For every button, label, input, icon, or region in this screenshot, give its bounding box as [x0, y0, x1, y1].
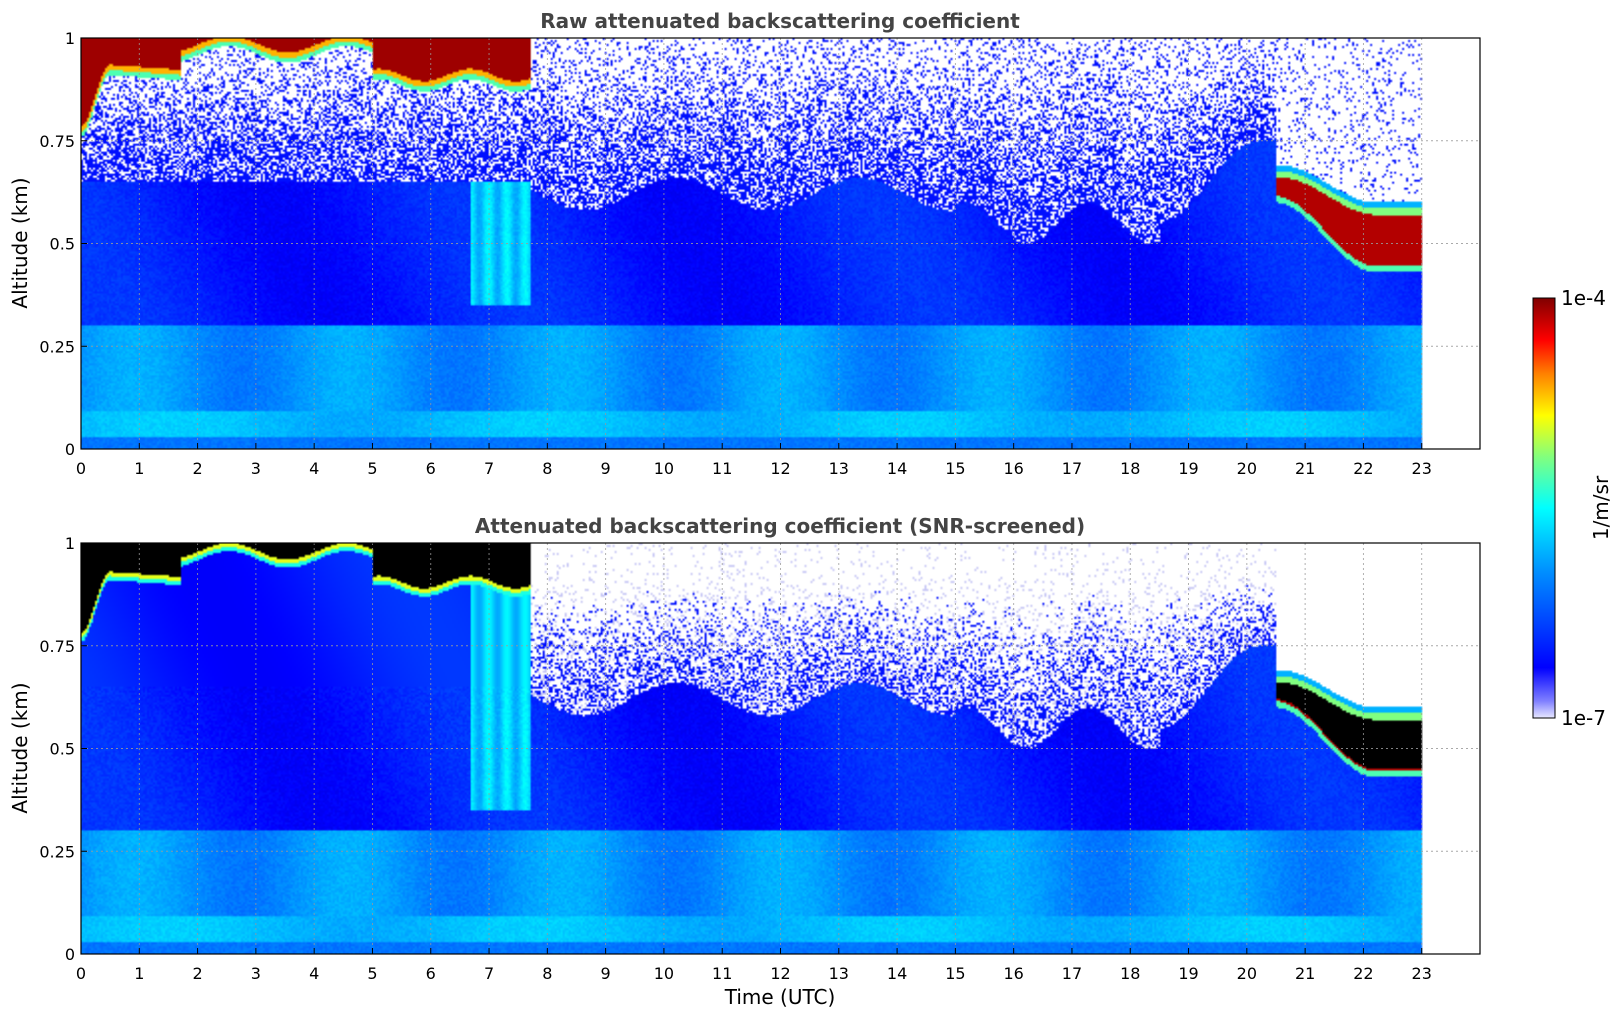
x-tick-label: 8: [542, 964, 552, 983]
x-tick-label: 18: [1120, 964, 1140, 983]
x-tick-label: 13: [829, 459, 849, 478]
grid: [81, 38, 1480, 449]
x-tick-label: 2: [192, 459, 202, 478]
x-tick-label: 0: [76, 964, 86, 983]
panel-title: Raw attenuated backscattering coefficien…: [540, 9, 1020, 33]
x-tick-label: 16: [1003, 964, 1023, 983]
y-tick-label: 0: [65, 945, 75, 964]
x-tick-label: 23: [1412, 964, 1432, 983]
y-ticks: 0 0.25 0.5 0.75 1: [39, 29, 87, 459]
y-tick-label: 0.25: [39, 842, 75, 861]
colorbar-min-label: 1e-7: [1561, 706, 1606, 730]
x-tick-label: 22: [1353, 459, 1373, 478]
x-tick-label: 20: [1237, 964, 1257, 983]
y-tick-label: 1: [65, 29, 75, 48]
x-tick-label: 9: [601, 964, 611, 983]
x-tick-label: 17: [1062, 964, 1082, 983]
x-tick-label: 17: [1062, 459, 1082, 478]
x-tick-label: 3: [251, 459, 261, 478]
x-tick-label: 1: [134, 459, 144, 478]
x-tick-label: 8: [542, 459, 552, 478]
x-tick-label: 1: [134, 964, 144, 983]
x-tick-label: 4: [309, 459, 319, 478]
x-tick-label: 19: [1178, 964, 1198, 983]
x-tick-label: 16: [1003, 459, 1023, 478]
y-tick-label: 0.75: [39, 132, 75, 151]
x-tick-label: 4: [309, 964, 319, 983]
y-tick-label: 1: [65, 534, 75, 553]
y-tick-label: 0.25: [39, 337, 75, 356]
x-tick-label: 3: [251, 964, 261, 983]
x-tick-label: 9: [601, 459, 611, 478]
x-tick-label: 5: [367, 964, 377, 983]
panel-title: Attenuated backscattering coefficient (S…: [475, 514, 1085, 538]
colorbar-unit-label: 1/m/sr: [1589, 475, 1613, 540]
x-tick-label: 2: [192, 964, 202, 983]
x-tick-label: 14: [887, 459, 907, 478]
x-tick-label: 7: [484, 964, 494, 983]
y-tick-label: 0.5: [50, 740, 75, 759]
x-tick-label: 6: [426, 459, 436, 478]
x-tick-label: 6: [426, 964, 436, 983]
x-tick-label: 13: [829, 964, 849, 983]
raw-backscatter-panel: Raw attenuated backscattering coefficien…: [8, 9, 1481, 478]
y-axis-label: Altitude (km): [8, 682, 32, 813]
colorbar-gradient: [1532, 297, 1556, 719]
snr-screened-panel: Attenuated backscattering coefficient (S…: [8, 514, 1481, 983]
x-tick-label: 19: [1178, 459, 1198, 478]
colorbar: 1e-4 1e-7 1/m/sr: [1532, 286, 1613, 730]
x-tick-label: 20: [1237, 459, 1257, 478]
x-tick-label: 11: [712, 964, 732, 983]
x-tick-label: 14: [887, 964, 907, 983]
x-tick-label: 5: [367, 459, 377, 478]
y-axis-label: Altitude (km): [8, 177, 32, 308]
colorbar-max-label: 1e-4: [1561, 286, 1606, 310]
x-tick-label: 21: [1295, 964, 1315, 983]
x-ticks: 0 1 2 3 4 5 6 7 8 9 10 11 12 13 14 15 16 17 18 19 20 21 22 23: [76, 443, 1432, 478]
x-tick-label: 15: [945, 459, 965, 478]
x-tick-label: 10: [654, 964, 674, 983]
x-tick-label: 21: [1295, 459, 1315, 478]
x-tick-label: 0: [76, 459, 86, 478]
x-axis-label: Time (UTC): [724, 985, 836, 1009]
x-ticks: 0 1 2 3 4 5 6 7 8 9 10 11 12 13 14 15 16 17 18 19 20 21 22 23: [76, 948, 1432, 983]
y-tick-label: 0.5: [50, 235, 75, 254]
x-tick-label: 12: [770, 459, 790, 478]
y-tick-label: 0: [65, 440, 75, 459]
x-tick-label: 10: [654, 459, 674, 478]
x-tick-label: 15: [945, 964, 965, 983]
x-tick-label: 18: [1120, 459, 1140, 478]
y-tick-label: 0.75: [39, 637, 75, 656]
x-tick-label: 23: [1412, 459, 1432, 478]
x-tick-label: 22: [1353, 964, 1373, 983]
grid: [81, 543, 1480, 954]
y-ticks: 0 0.25 0.5 0.75 1: [39, 534, 87, 964]
x-tick-label: 11: [712, 459, 732, 478]
x-tick-label: 7: [484, 459, 494, 478]
x-tick-label: 12: [770, 964, 790, 983]
